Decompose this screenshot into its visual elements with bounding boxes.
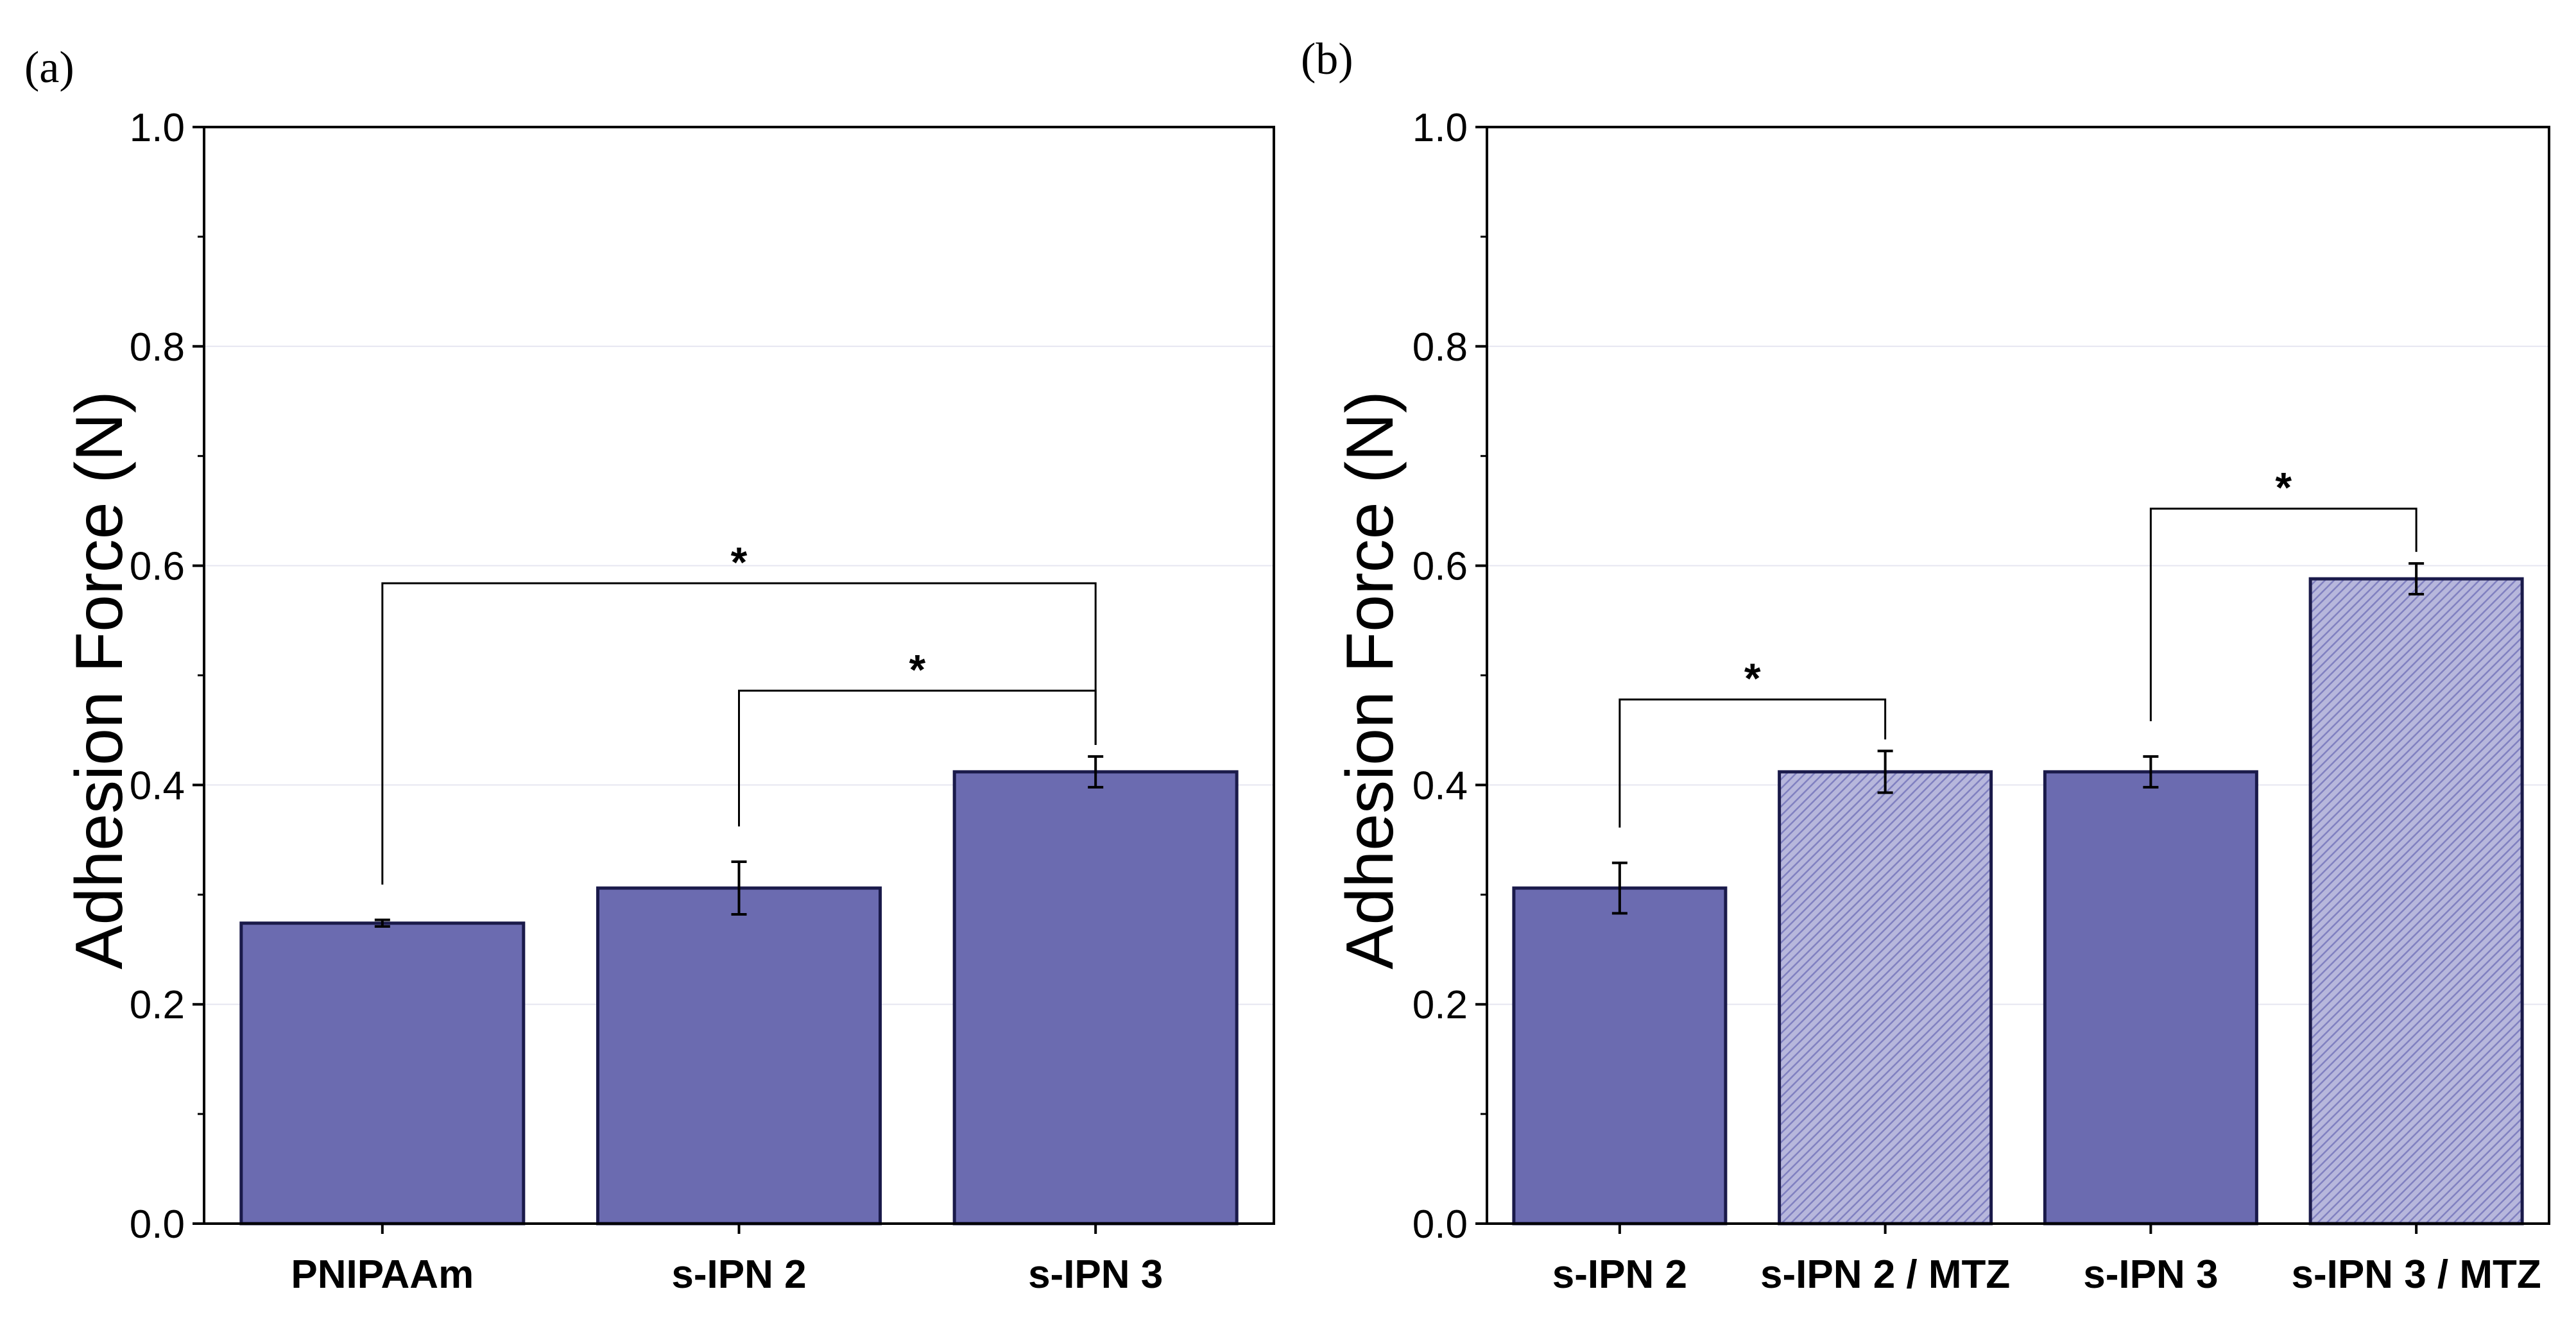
panel-b-y-tick-label: 0.2 (1413, 983, 1468, 1027)
panel-b-bar-2 (2043, 770, 2258, 1226)
panel-a-y-axis-title: Adhesion Force (N) (62, 391, 137, 970)
panel-b-x-category-label: s-IPN 2 (1552, 1252, 1687, 1297)
panel-a-plot-area: * * 0.0 0.2 0.4 0.6 0.8 1.0 PNIPAAm s-IPN 2 s-IPN … (130, 106, 1275, 1297)
panel-b-bar-0 (1512, 886, 1728, 1226)
panel-b-x-category-label: s-IPN 2 / MTZ (1760, 1252, 2010, 1297)
panel-b-y-tick-label: 1.0 (1413, 106, 1468, 150)
panel-b-label: (b) (1301, 35, 1353, 84)
panel-b-bar-3 (2308, 577, 2524, 1226)
panel-b-significance-bracket-1 (2149, 508, 2417, 721)
panel-b-y-tick-label: 0.4 (1413, 764, 1468, 808)
panel-a-significance-bracket-0 (381, 582, 1097, 885)
panel-a-y-tick-label: 1.0 (130, 106, 185, 150)
panel-b-x-category-label: s-IPN 3 (2083, 1252, 2218, 1297)
panel-b-bar-1 (1778, 770, 1993, 1226)
panel-b-y-axis-title: Adhesion Force (N) (1333, 391, 1407, 970)
panel-b-y-tick-label: 0.6 (1413, 545, 1468, 589)
panel-a-x-category-label: s-IPN 3 (1028, 1252, 1163, 1297)
panel-a-y-tick-label: 0.0 (130, 1202, 185, 1247)
panel-a-significance-star-0: * (731, 538, 748, 586)
panel-b-y-tick-label: 0.0 (1413, 1202, 1468, 1247)
panel-a-x-category-label: s-IPN 2 (671, 1252, 806, 1297)
panel-b-y-tick-label: 0.8 (1413, 325, 1468, 370)
panel-b-x-category-label: s-IPN 3 / MTZ (2291, 1252, 2541, 1297)
panel-a-y-tick-label: 0.4 (130, 764, 185, 808)
panel-b-significance-star-0: * (1744, 654, 1761, 702)
panel-a-significance-star-1: * (909, 645, 925, 693)
panel-b: (b) Adhesion Force (N) * * 0.0 0.2 0.4 0.6 0.8… (1301, 35, 2550, 1297)
panel-a-significance-bracket-1 (738, 689, 1097, 827)
panel-b-plot-area: * * 0.0 0.2 0.4 0.6 0.8 1.0 s-IPN 2 s-IPN 2 / MTZ… (1413, 106, 2550, 1297)
panel-a-y-tick-label: 0.2 (130, 983, 185, 1027)
panel-a-bar-0 (239, 921, 526, 1226)
panel-b-significance-star-1: * (2275, 464, 2292, 511)
panel-b-significance-bracket-0 (1619, 698, 1887, 828)
panel-a-bar-2 (952, 770, 1239, 1226)
panel-a-x-category-label: PNIPAAm (291, 1252, 474, 1297)
panel-a-y-tick-label: 0.8 (130, 325, 185, 370)
panel-a-y-tick-label: 0.6 (130, 545, 185, 589)
panel-a-bar-1 (596, 886, 882, 1226)
panel-a-label: (a) (24, 43, 74, 92)
panel-a: (a) Adhesion Force (N) * * 0.0 0.2 0.4 0.6 0.8… (24, 43, 1275, 1297)
